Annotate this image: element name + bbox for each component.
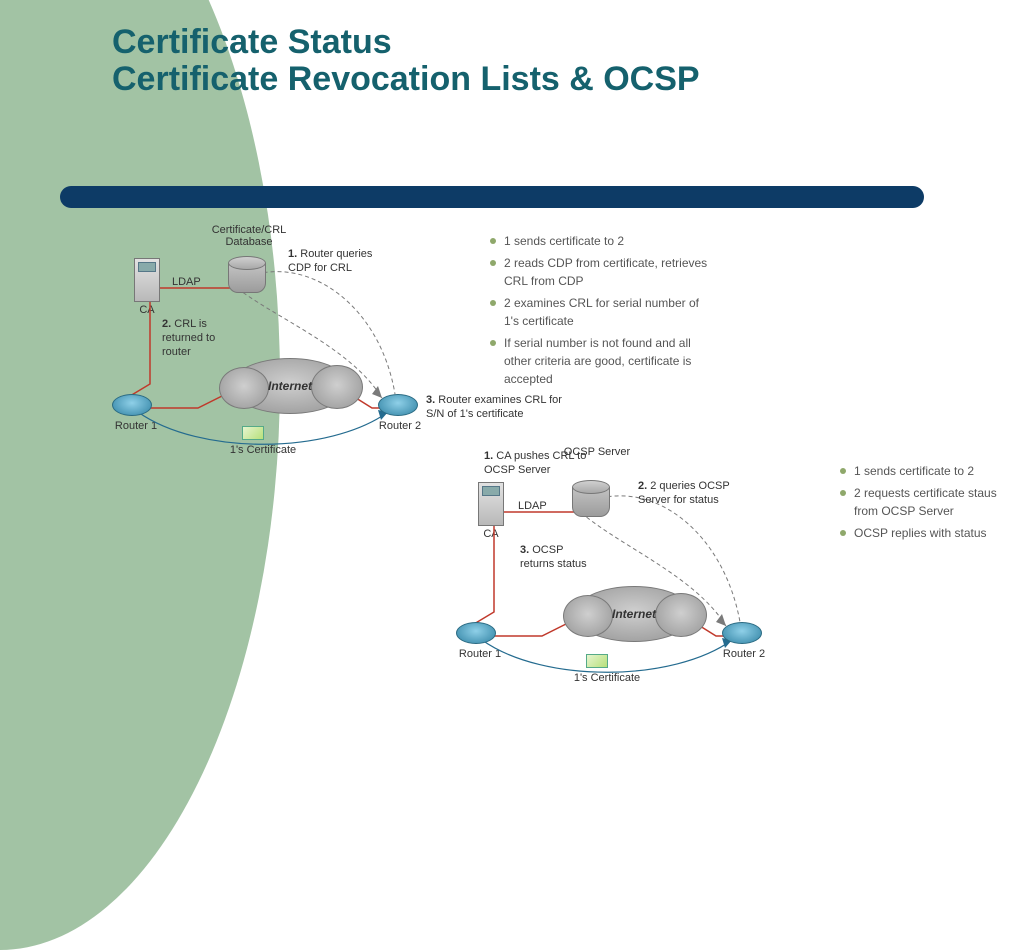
ocsp-step-2: 2. 2 queries OCSP Server for status xyxy=(638,480,748,508)
ocsp-certificate-label: 1's Certificate xyxy=(562,672,652,684)
bullet-text: 2 examines CRL for serial number of 1's … xyxy=(504,294,710,330)
step-num: 3. xyxy=(520,544,529,556)
router-1-icon xyxy=(112,394,152,416)
bullet-text: 1 sends certificate to 2 xyxy=(504,232,624,250)
router-2-icon xyxy=(378,394,418,416)
bullet-dot-icon xyxy=(490,340,496,346)
ocsp-ca-label: CA xyxy=(474,528,508,540)
ocsp-cloud-label: Internet xyxy=(574,607,694,621)
ca-label: CA xyxy=(130,304,164,316)
bullet-row: If serial number is not found and all ot… xyxy=(490,334,710,388)
ocsp-router-2-icon xyxy=(722,622,762,644)
bullet-dot-icon xyxy=(840,490,846,496)
ocsp-step-3: 3. OCSP returns status xyxy=(520,544,600,572)
bullet-text: 2 requests certificate staus from OCSP S… xyxy=(854,484,1016,520)
router-1-label: Router 1 xyxy=(106,420,166,432)
step-text: 2 queries OCSP Server for status xyxy=(638,480,730,506)
internet-cloud: Internet xyxy=(230,358,350,414)
cloud-label: Internet xyxy=(230,379,350,393)
step-text: OCSP returns status xyxy=(520,544,587,570)
step-num: 1. xyxy=(484,450,493,462)
bullet-dot-icon xyxy=(490,260,496,266)
ocsp-router-1-label: Router 1 xyxy=(450,648,510,660)
crl-step-2: 2. CRL is returned to router xyxy=(162,318,242,359)
ocsp-internet-cloud: Internet xyxy=(574,586,694,642)
bullet-dot-icon xyxy=(490,238,496,244)
bullet-text: OCSP replies with status xyxy=(854,524,987,542)
title-line-2: Certificate Revocation Lists & OCSP xyxy=(112,61,700,98)
crl-database-icon xyxy=(228,256,266,296)
bullet-dot-icon xyxy=(840,530,846,536)
bullet-row: 2 examines CRL for serial number of 1's … xyxy=(490,294,710,330)
ocsp-server-icon xyxy=(572,480,610,520)
bullet-row: OCSP replies with status xyxy=(840,524,1016,542)
ocsp-bullets: 1 sends certificate to 2 2 requests certi… xyxy=(840,462,1016,546)
step-num: 1. xyxy=(288,248,297,260)
ocsp-ldap-label: LDAP xyxy=(518,500,547,512)
step-text: Router examines CRL for S/N of 1's certi… xyxy=(426,394,562,420)
ca-server-icon xyxy=(134,258,160,302)
bullet-dot-icon xyxy=(840,468,846,474)
sidebar-arc xyxy=(0,0,280,950)
ldap-label: LDAP xyxy=(172,276,201,288)
crl-bullets: 1 sends certificate to 2 2 reads CDP from… xyxy=(490,232,710,392)
ocsp-router-1-icon xyxy=(456,622,496,644)
certificate-label: 1's Certificate xyxy=(218,444,308,456)
ocsp-step-1: 1. CA pushes CRL to OCSP Server xyxy=(484,450,594,478)
router-2-label: Router 2 xyxy=(370,420,430,432)
ocsp-router-2-label: Router 2 xyxy=(714,648,774,660)
bullet-row: 2 requests certificate staus from OCSP S… xyxy=(840,484,1016,520)
step-num: 2. xyxy=(638,480,647,492)
crl-step-3: 3. Router examines CRL for S/N of 1's ce… xyxy=(426,394,576,422)
slide-title: Certificate Status Certificate Revocatio… xyxy=(112,24,700,99)
ocsp-diagram: CA LDAP OCSP Server 1. CA pushes CRL to … xyxy=(460,450,840,690)
bullet-text: 1 sends certificate to 2 xyxy=(854,462,974,480)
accent-bar xyxy=(60,186,924,208)
title-line-1: Certificate Status xyxy=(112,24,700,61)
bullet-dot-icon xyxy=(490,300,496,306)
certificate-icon xyxy=(242,426,264,440)
ocsp-ca-server-icon xyxy=(478,482,504,526)
crl-diagram: CA LDAP Certificate/CRL Database 1. Rout… xyxy=(120,226,500,456)
crl-database-label: Certificate/CRL Database xyxy=(194,224,304,248)
step-num: 2. xyxy=(162,318,171,330)
crl-step-1: 1. Router queries CDP for CRL xyxy=(288,248,398,276)
bullet-text: 2 reads CDP from certificate, retrieves … xyxy=(504,254,710,290)
bullet-row: 1 sends certificate to 2 xyxy=(490,232,710,250)
step-num: 3. xyxy=(426,394,435,406)
step-text: CA pushes CRL to OCSP Server xyxy=(484,450,586,476)
step-text: Router queries CDP for CRL xyxy=(288,248,372,274)
bullet-row: 1 sends certificate to 2 xyxy=(840,462,1016,480)
bullet-text: If serial number is not found and all ot… xyxy=(504,334,710,388)
bullet-row: 2 reads CDP from certificate, retrieves … xyxy=(490,254,710,290)
ocsp-certificate-icon xyxy=(586,654,608,668)
